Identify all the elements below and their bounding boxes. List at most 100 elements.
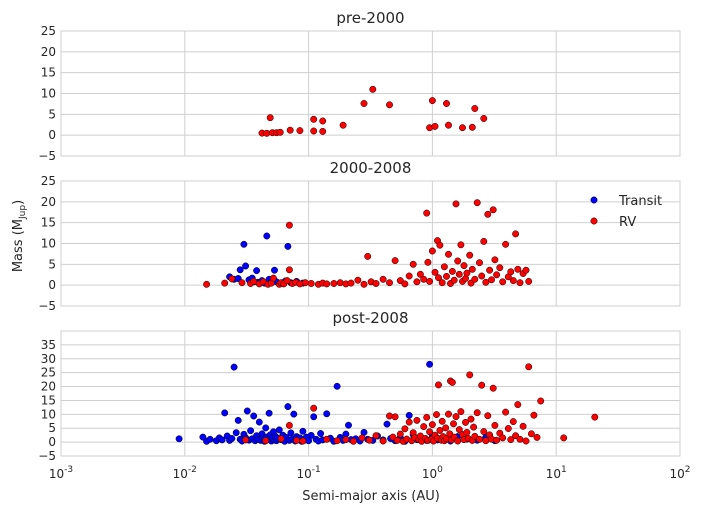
- point-rv: [473, 409, 481, 417]
- point-rv: [486, 266, 494, 274]
- point-transit: [250, 412, 258, 420]
- y-axis-label: Mass (MJup): [11, 200, 28, 272]
- point-rv: [354, 276, 362, 284]
- point-rv: [347, 279, 355, 287]
- legend-marker-transit: [590, 196, 598, 204]
- point-transit: [383, 420, 391, 428]
- point-rv: [440, 263, 448, 271]
- point-rv: [299, 437, 307, 445]
- point-rv: [228, 275, 236, 283]
- point-rv: [448, 267, 456, 275]
- point-rv: [454, 437, 462, 445]
- panel-2-y-tick-label: 35: [41, 338, 56, 352]
- point-rv: [489, 206, 497, 214]
- point-rv: [525, 277, 533, 285]
- point-rv: [468, 123, 476, 131]
- point-transit: [284, 242, 292, 250]
- panel-2-y-tick-label: 15: [41, 393, 56, 407]
- panel-2-y-tick-label: 10: [41, 407, 56, 421]
- point-rv: [349, 437, 357, 445]
- panel-0-frame: [60, 30, 681, 157]
- point-transit: [232, 429, 240, 437]
- point-rv: [471, 275, 479, 283]
- point-rv: [488, 276, 495, 284]
- point-rv: [307, 280, 315, 287]
- point-rv: [480, 428, 488, 436]
- panel-2-y-tick-label: 0: [48, 435, 56, 449]
- point-transit: [275, 426, 283, 434]
- point-rv: [203, 280, 211, 288]
- point-rv: [431, 122, 439, 130]
- point-transit: [228, 435, 236, 442]
- panel-1-y-tick-label: 20: [41, 195, 56, 209]
- point-rv: [435, 274, 442, 282]
- point-rv: [468, 265, 476, 273]
- point-rv: [386, 279, 393, 287]
- x-tick-exponent: 2: [685, 465, 691, 475]
- point-rv: [360, 280, 368, 288]
- point-transit: [255, 418, 263, 426]
- x-tick-label: 10-2: [173, 465, 197, 481]
- x-tick-base: 10: [296, 467, 311, 481]
- point-rv: [409, 260, 417, 268]
- x-tick-label: 10-3: [49, 465, 73, 481]
- x-tick-base: 10: [173, 467, 188, 481]
- panel-0-y-tick-label: 10: [41, 87, 56, 101]
- point-rv: [484, 210, 492, 218]
- point-transit: [307, 431, 315, 439]
- point-rv: [431, 268, 439, 276]
- panel-1-y-tick-label: 15: [41, 216, 56, 230]
- point-rv: [591, 413, 599, 421]
- point-rv: [423, 209, 431, 217]
- point-rv: [310, 127, 318, 135]
- point-rv: [496, 264, 504, 272]
- point-rv: [379, 275, 387, 283]
- point-rv: [428, 97, 436, 105]
- point-rv: [405, 418, 413, 426]
- point-rv: [480, 237, 488, 245]
- point-transit: [290, 410, 298, 418]
- point-rv: [276, 128, 284, 136]
- point-rv: [450, 276, 458, 284]
- point-rv: [433, 411, 440, 419]
- point-rv: [484, 412, 492, 420]
- point-transit: [333, 382, 341, 390]
- panel-1-y-tick-label: 0: [48, 278, 56, 292]
- point-transit: [206, 435, 214, 443]
- point-transit: [175, 435, 183, 443]
- point-rv: [509, 277, 517, 285]
- point-rv: [489, 384, 497, 392]
- point-rv: [396, 430, 404, 438]
- point-rv: [413, 416, 421, 424]
- point-rv: [416, 270, 424, 278]
- point-rv: [319, 127, 327, 135]
- x-tick-label: 100: [422, 465, 443, 481]
- point-rv: [365, 436, 373, 444]
- point-rv: [435, 381, 442, 389]
- point-rv: [323, 435, 331, 443]
- point-rv: [516, 435, 524, 443]
- point-rv: [310, 115, 318, 123]
- point-rv: [310, 404, 318, 412]
- point-transit: [234, 416, 242, 424]
- point-rv: [525, 363, 533, 371]
- point-rv: [319, 117, 327, 125]
- point-transit: [242, 262, 250, 270]
- point-rv: [499, 434, 507, 442]
- point-rv: [401, 425, 409, 433]
- point-rv: [333, 437, 341, 445]
- point-rv: [420, 423, 428, 431]
- panel-0-y-tick-label: 25: [41, 24, 56, 38]
- point-rv: [493, 271, 501, 279]
- point-rv: [467, 415, 475, 423]
- point-rv: [250, 277, 258, 285]
- point-rv: [438, 279, 446, 287]
- point-rv: [386, 101, 393, 109]
- point-transit: [236, 266, 244, 274]
- point-rv: [452, 413, 460, 421]
- point-rv: [455, 270, 463, 278]
- point-rv: [491, 421, 499, 429]
- point-rv: [424, 258, 432, 266]
- point-rv: [372, 280, 380, 287]
